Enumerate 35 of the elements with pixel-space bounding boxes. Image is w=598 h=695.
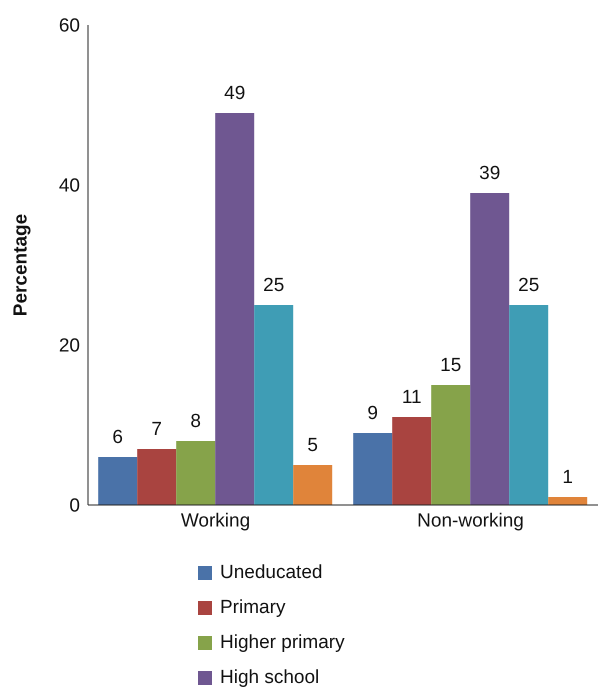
bar xyxy=(137,449,176,505)
bar xyxy=(353,433,392,505)
data-label: 6 xyxy=(112,427,123,448)
legend-label: High school xyxy=(220,666,320,688)
data-label: 11 xyxy=(402,387,422,408)
data-label: 1 xyxy=(562,467,573,488)
bar xyxy=(548,497,588,505)
bar xyxy=(470,193,510,505)
legend-label: Uneducated xyxy=(220,562,322,584)
data-label: 49 xyxy=(224,83,246,104)
legend-label: Higher primary xyxy=(220,632,345,654)
bar xyxy=(392,417,432,505)
bar xyxy=(254,305,294,505)
bar xyxy=(98,457,138,505)
data-label: 7 xyxy=(151,419,162,440)
bar xyxy=(176,441,216,505)
y-tick-label: 60 xyxy=(58,16,80,37)
data-label: 39 xyxy=(479,163,500,184)
data-label: 25 xyxy=(518,275,540,296)
bar xyxy=(215,113,254,505)
data-label: 8 xyxy=(190,411,201,432)
y-tick-label: 0 xyxy=(69,496,80,517)
legend-label: Primary xyxy=(220,596,286,618)
data-label: 15 xyxy=(440,355,462,376)
data-label: 9 xyxy=(367,403,378,424)
y-axis-title: Percentage xyxy=(10,214,32,316)
x-tick-label: Working xyxy=(180,510,250,532)
bar xyxy=(509,305,548,505)
bar xyxy=(431,385,470,505)
data-label: 5 xyxy=(307,435,318,456)
y-tick-label: 40 xyxy=(58,176,80,197)
data-label: 25 xyxy=(263,275,284,296)
x-tick-label: Non-working xyxy=(417,510,524,532)
bar xyxy=(293,465,332,505)
y-tick-label: 20 xyxy=(58,336,80,357)
